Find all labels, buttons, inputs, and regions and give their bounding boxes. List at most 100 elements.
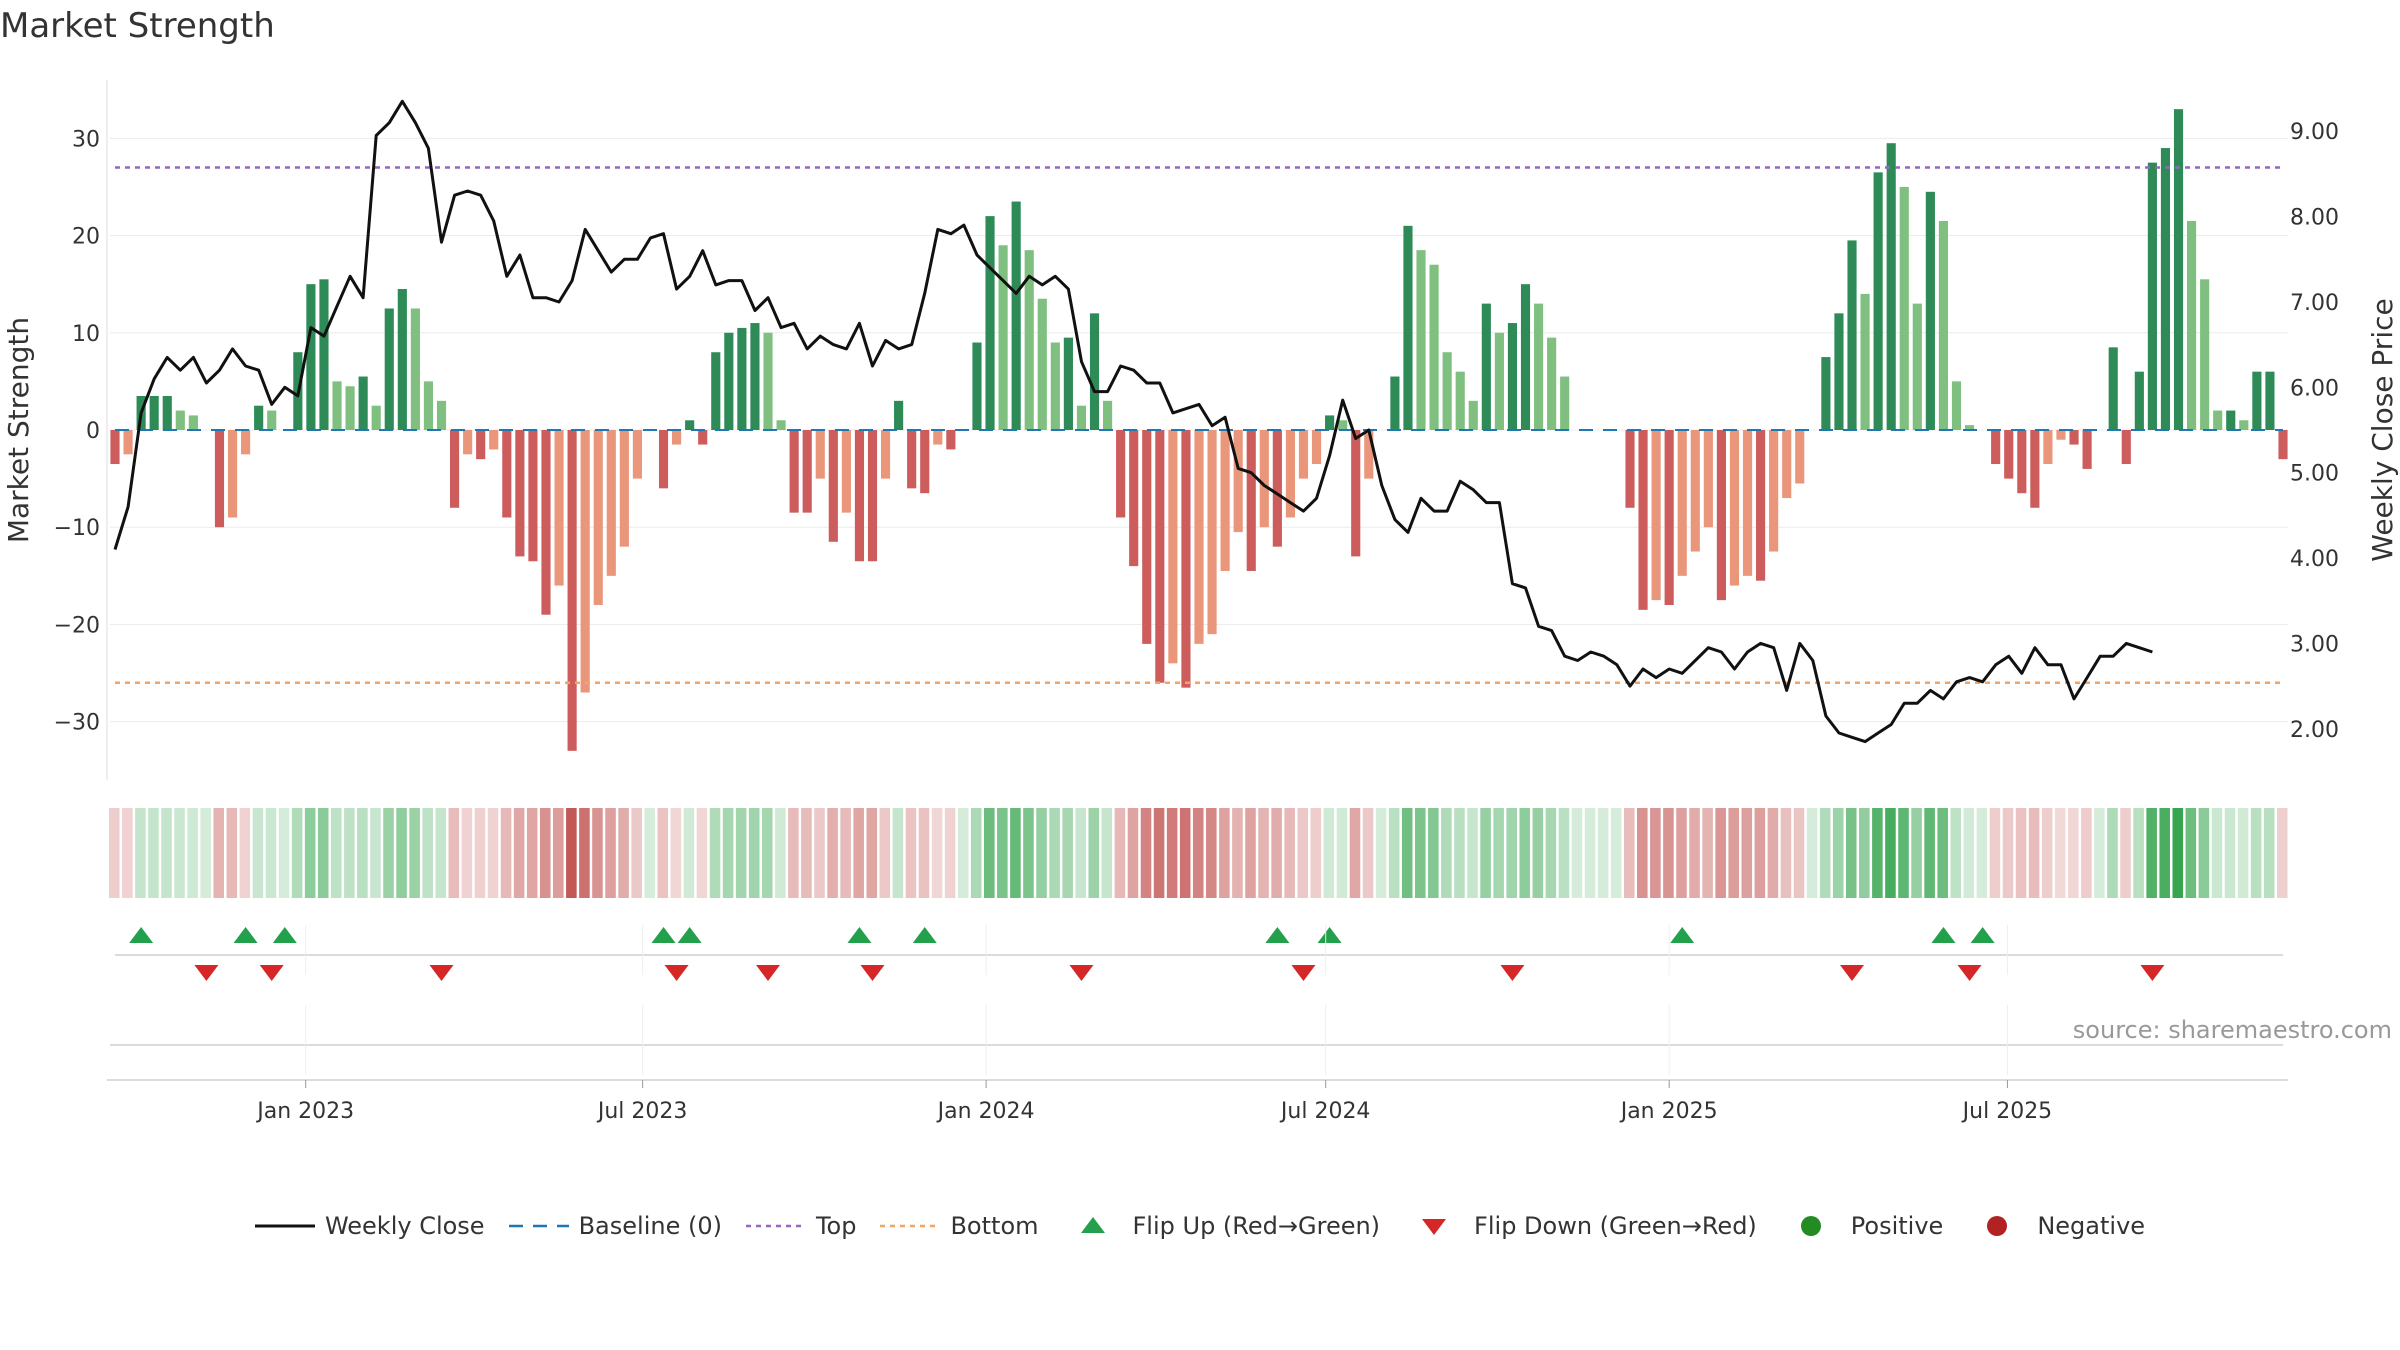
strength-bar-positive [1964,425,1975,430]
strength-bar-positive [1938,220,1949,430]
strength-strip-cell [1192,808,1204,898]
flip-down-marker [429,965,454,981]
strength-strip-cell [2133,808,2144,898]
strength-strip-cell [1362,808,1374,898]
strength-bar-negative [1129,430,1139,567]
flip-up-marker [272,927,297,943]
strength-strip-cell [487,808,499,898]
y-tick-label-right: 4.00 [2290,547,2339,572]
strength-bar-negative [1207,430,1217,635]
strength-strip-cell [1310,808,1322,898]
strength-bar-positive [1899,186,1909,430]
strength-strip-cell [644,808,655,898]
strength-strip-cell [500,808,512,898]
strength-strip-cell [1075,808,1086,898]
strength-strip-cell [1010,808,1021,898]
strength-bar-negative [632,430,642,479]
strength-strip-cell [409,808,420,898]
strength-strip-cell [1989,808,2001,898]
strength-bar-positive [1873,172,1883,430]
strength-strip-cell [944,808,956,898]
strength-bar-positive [972,342,982,430]
legend-label: Top [815,1212,857,1240]
strength-strip-cell [879,808,891,898]
strength-strip-cell [1610,808,1622,898]
strength-strip-cell [918,808,930,898]
strength-strip-cell [670,808,682,898]
strength-bar-negative [515,430,525,557]
strength-bar-negative [789,430,799,513]
strength-strip-cell [1166,808,1178,898]
flip-down-marker [756,965,781,981]
strength-bar-negative [1246,430,1256,571]
flip-down-marker [1957,965,1982,981]
strength-strip-cell [1637,808,1648,898]
strength-strip-cell [1558,808,1570,898]
strength-strip-cell [735,808,747,898]
strength-strip-cell [226,808,238,898]
strength-bar-positive [2200,279,2210,430]
strength-strip-cell [1049,808,1060,898]
legend-label: Positive [1850,1212,1944,1240]
strength-bar-negative [1638,430,1648,610]
strength-bar-positive [1338,420,1348,430]
strength-bar-negative [1116,430,1126,518]
flip-down-marker [2140,965,2165,981]
flip-down-marker [194,965,219,981]
strength-strip-cell [370,808,381,898]
strength-bar-positive [1481,303,1491,430]
flip-down-marker [259,965,284,981]
strength-strip-cell [2172,808,2184,898]
strength-strip-cell [592,808,603,898]
strength-strip-cell [1885,808,1896,898]
strength-bar-negative [541,430,551,615]
strength-strip-cell [1519,808,1531,898]
y-axis-title-left: Market Strength [2,317,35,543]
strength-strip-cell [1062,808,1073,898]
strength-bar-negative [1756,430,1766,581]
strength-bar-positive [332,381,342,430]
lines-layer [113,99,2283,744]
strength-strip-cell [1088,808,1100,898]
strength-strip-cell [2263,808,2275,898]
legend-label: Weekly Close [324,1212,485,1240]
strength-bar-negative [1742,430,1753,576]
strength-bar-negative [2069,430,2079,445]
x-tick-label: Jan 2023 [255,1099,354,1124]
legend-item-bottom: Bottom [880,1212,1039,1240]
y-tick-label-right: 9.00 [2290,120,2339,145]
flip-up-marker [677,927,702,943]
strength-strip-cell [1467,808,1478,898]
strength-bar-negative [867,430,878,562]
strength-strip-cell [213,808,225,898]
strength-bar-negative [1782,430,1792,499]
strength-strip-cell [1506,808,1517,898]
flip-down-marker [1840,965,1865,981]
strength-strip-cell [526,808,538,898]
strength-strip-cell [1715,808,1726,898]
strength-strip-cell [148,808,159,898]
flip-up-marker [233,927,258,943]
x-tick-label: Jul 2023 [596,1099,688,1124]
strength-strip-cell [957,808,969,898]
strength-strip-cell [1689,808,1700,898]
strength-bar-negative [2030,430,2040,508]
strength-bar-positive [1494,332,1504,430]
strength-bar-positive [1547,337,1557,430]
strength-strip-cell [984,808,995,898]
strength-bar-negative [1664,430,1674,605]
strength-bar-negative [593,430,603,605]
strength-bar-positive [2265,371,2275,430]
strength-bar-negative [946,430,956,450]
strength-bar-negative [449,430,460,508]
strength-strip-cell [1101,808,1113,898]
strength-bar-positive [724,332,734,430]
strength-strip-cell [1023,808,1034,898]
strength-bar-positive [1560,376,1570,430]
strength-strip-cell [1780,808,1792,898]
strength-strip-cell [1284,808,1295,898]
strength-bar-negative [227,430,238,518]
strength-strip-cell [579,808,590,898]
strength-strip-cell [1441,808,1452,898]
flip-down-marker [1500,965,1525,981]
